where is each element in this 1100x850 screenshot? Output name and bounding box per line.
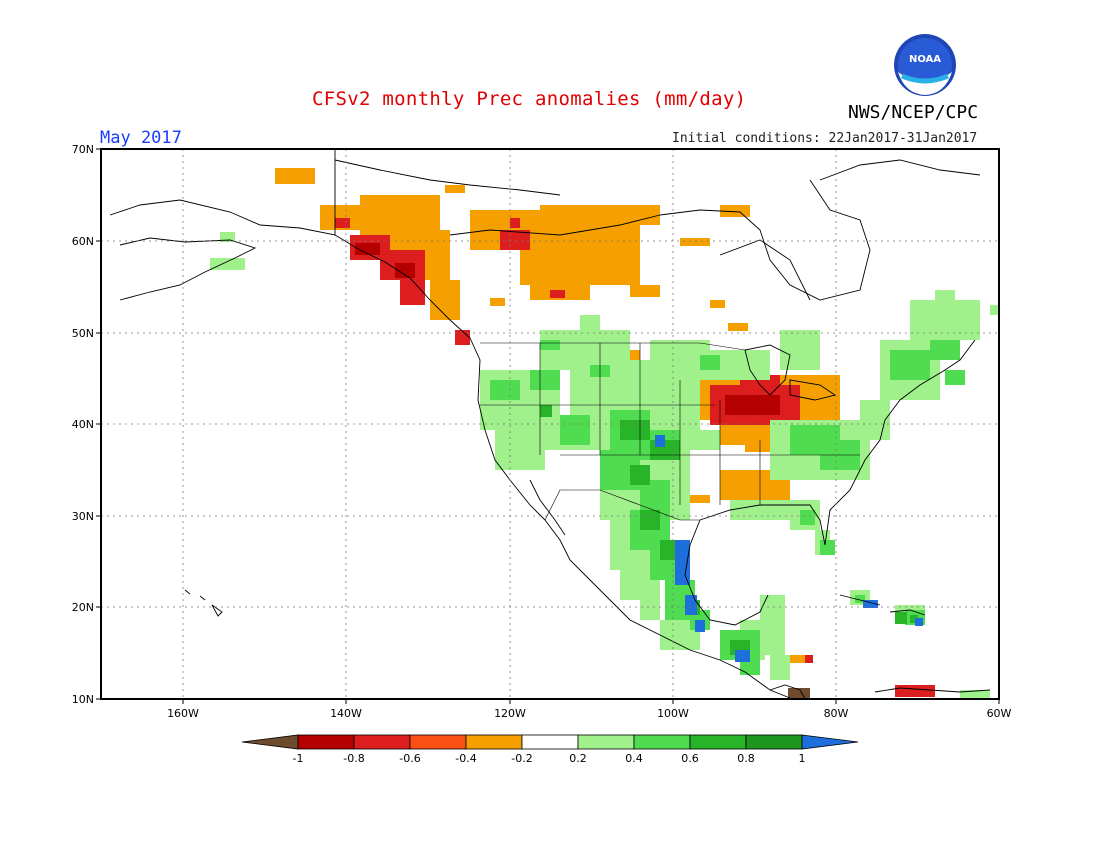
colorbar-label: 0.8 [737,752,755,765]
lon-label: 160W [167,707,199,720]
lon-label: 100W [657,707,689,720]
lat-label: 40N [72,418,94,431]
colorbar-label: -0.2 [511,752,532,765]
colorbar-swatch [521,734,579,750]
anomaly-layer [210,168,999,699]
colorbar-swatch [465,734,523,750]
coastlines [109,150,991,699]
lat-label: 50N [72,327,94,340]
colorbar-swatch [689,734,747,750]
colorbar-label: 0.2 [569,752,587,765]
axis-ticks [96,148,1000,704]
month-label: May 2017 [100,128,182,148]
colorbar-label: -0.4 [455,752,476,765]
lon-label: 120W [494,707,526,720]
lon-labels: 160W 140W 120W 100W 80W 60W [167,707,1011,720]
lon-label: 140W [330,707,362,720]
lat-label: 30N [72,510,94,523]
colorbar-label: -1 [293,752,304,765]
borders [480,342,860,521]
colorbar-swatch [633,734,691,750]
lon-label: 60W [987,707,1012,720]
lat-label: 60N [72,235,94,248]
colorbar-arrow-left [241,734,299,750]
lat-label: 20N [72,601,94,614]
colorbar-swatch [745,734,803,750]
lat-label: 10N [72,693,94,706]
colorbar-swatch [353,734,411,750]
map-title: CFSv2 monthly Prec anomalies (mm/day) [312,88,747,110]
colorbar-label: -0.8 [343,752,364,765]
noaa-logo-text: NOAA [909,54,941,65]
colorbar-label: 0.6 [681,752,699,765]
color-bar: -1 -0.8 -0.6 -0.4 -0.2 0.2 0.4 0.6 0.8 1 [241,734,859,765]
colorbar-label: -0.6 [399,752,420,765]
colorbar-swatch [409,734,467,750]
colorbar-arrow-right [801,734,859,750]
colorbar-label: 0.4 [625,752,643,765]
lat-labels: 70N 60N 50N 40N 30N 20N 10N [72,143,94,706]
agency-label: NWS/NCEP/CPC [848,102,979,123]
initial-conditions-label: Initial conditions: 22Jan2017-31Jan2017 [672,131,978,146]
graticule [101,149,999,699]
lon-label: 80W [824,707,849,720]
colorbar-label: 1 [799,752,806,765]
colorbar-swatch [577,734,635,750]
noaa-logo: NOAA [894,34,956,96]
lat-label: 70N [72,143,94,156]
colorbar-swatch [297,734,355,750]
